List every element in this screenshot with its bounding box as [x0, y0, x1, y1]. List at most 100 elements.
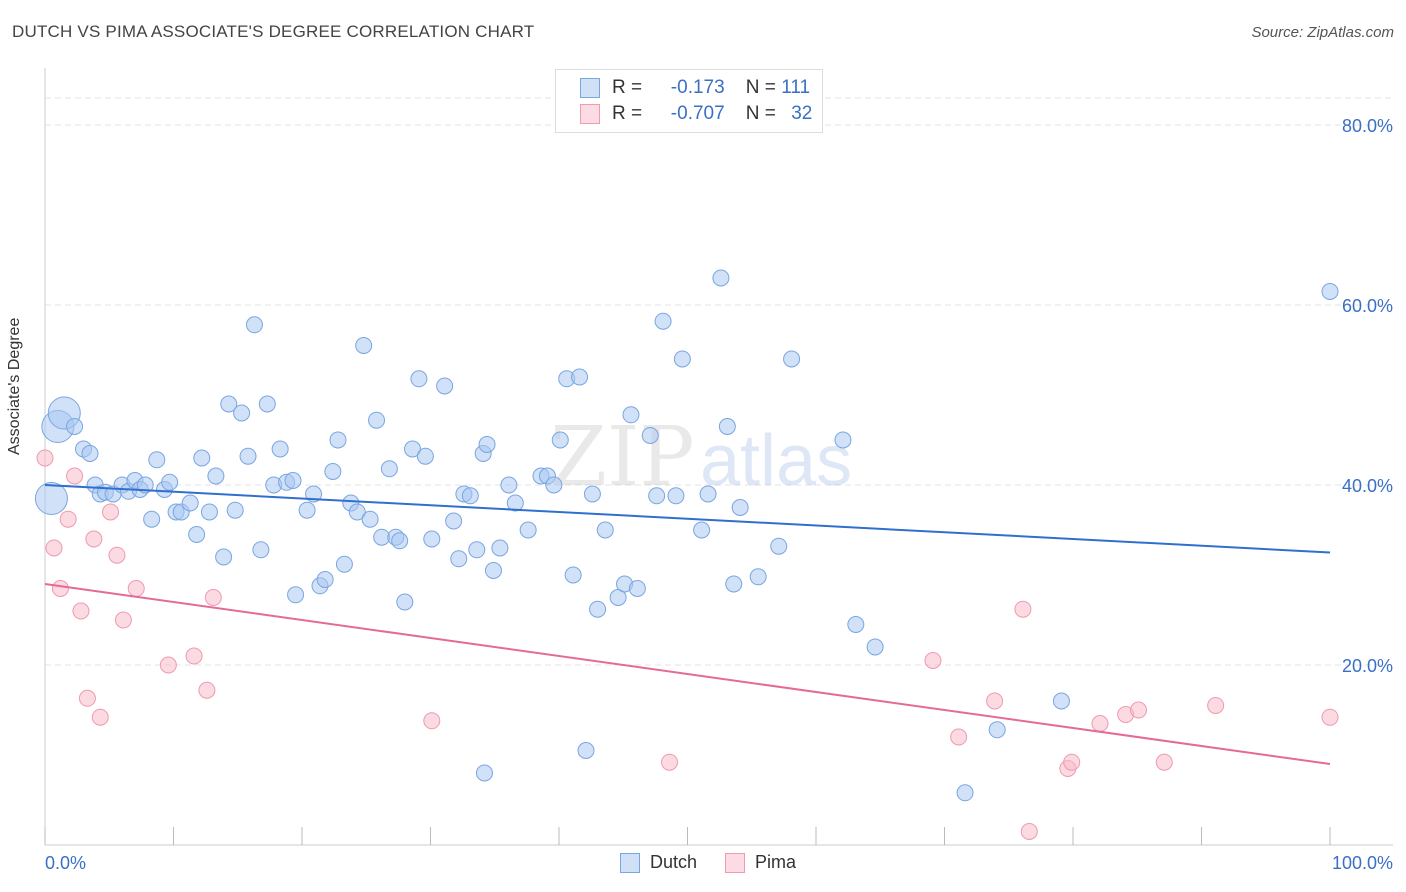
legend-r-label: R =	[612, 77, 643, 98]
dutch-point	[1052, 692, 1070, 710]
legend-row-dutch: R = -0.173 N = 111	[580, 76, 810, 100]
dutch-point	[1321, 283, 1339, 300]
bottom-legend: Dutch Pima	[620, 852, 824, 873]
y-axis-label: Associate's Degree	[6, 317, 23, 455]
dutch-point	[847, 616, 865, 633]
bottom-legend-swatch-pima	[725, 852, 746, 873]
dutch-point	[834, 431, 852, 449]
dutch-point	[81, 445, 99, 462]
pima-point	[66, 467, 84, 485]
pima-point	[102, 503, 120, 521]
dutch-point	[136, 476, 154, 494]
legend-n-label: N =	[745, 77, 776, 98]
pima-trend-line	[44, 583, 1331, 765]
dutch-point	[491, 539, 509, 557]
bottom-legend-dutch: Dutch	[620, 852, 697, 873]
pima-point	[1155, 753, 1173, 771]
dutch-point	[551, 431, 569, 449]
dutch-point	[324, 463, 342, 480]
dutch-point	[193, 449, 211, 467]
dutch-point	[693, 521, 711, 539]
legend-n-label: N =	[745, 103, 776, 124]
pima-points	[36, 449, 1339, 840]
dutch-point	[622, 406, 640, 424]
dutch-point	[188, 526, 206, 543]
dutch-point	[181, 494, 199, 512]
dutch-point	[215, 548, 233, 566]
pima-point	[59, 510, 77, 528]
source-label: Source: ZipAtlas.com	[1251, 24, 1394, 41]
pima-point	[661, 753, 679, 771]
legend-r-value: -0.173	[670, 77, 725, 98]
dutch-point	[564, 566, 582, 584]
dutch-point	[416, 447, 434, 465]
dutch-point	[298, 501, 316, 519]
legend-n-value: 111	[781, 77, 811, 98]
dutch-point	[749, 568, 767, 586]
x-tick-label: 0.0%	[45, 853, 86, 873]
dutch-point	[355, 337, 373, 354]
pima-point	[423, 712, 441, 730]
dutch-point	[506, 494, 524, 512]
dutch-point	[143, 510, 161, 528]
dutch-point	[404, 440, 422, 458]
dutch-point	[361, 510, 379, 528]
chart-title: DUTCH VS PIMA ASSOCIATE'S DEGREE CORRELA…	[12, 22, 535, 41]
y-tick-label: 80.0%	[1342, 116, 1393, 136]
dutch-point	[589, 600, 607, 618]
pima-point	[1207, 697, 1225, 714]
dutch-point	[500, 476, 518, 494]
pima-point	[91, 708, 109, 726]
dutch-point	[596, 521, 614, 539]
y-tick-label: 20.0%	[1342, 656, 1393, 676]
dutch-point	[335, 555, 353, 573]
legend-r-label: R =	[612, 103, 643, 124]
dutch-point	[478, 436, 496, 453]
pima-point	[127, 580, 145, 597]
dutch-point	[988, 721, 1006, 739]
pima-point	[51, 580, 69, 597]
pima-point	[72, 602, 90, 620]
dutch-point	[468, 541, 486, 559]
pima-point	[1321, 708, 1339, 726]
dutch-point	[519, 521, 537, 539]
pima-point	[1130, 701, 1148, 719]
dutch-point	[628, 580, 646, 597]
dutch-point	[287, 586, 305, 604]
pima-point	[45, 539, 63, 557]
pima-point	[204, 589, 222, 606]
pima-point	[108, 546, 126, 564]
dutch-point	[641, 427, 659, 444]
pima-point	[1091, 715, 1109, 732]
watermark-zip: ZIP	[550, 410, 695, 505]
dutch-point	[484, 562, 502, 579]
dutch-point	[329, 431, 347, 449]
dutch-point	[461, 487, 479, 505]
dutch-point	[731, 499, 749, 516]
dutch-point	[348, 503, 366, 521]
bottom-legend-label-dutch: Dutch	[650, 852, 698, 872]
dutch-point	[233, 404, 251, 422]
trend-lines	[44, 484, 1331, 765]
dutch-point	[161, 473, 179, 491]
dutch-point	[436, 377, 454, 395]
dutch-point	[866, 638, 884, 656]
dutch-point	[271, 440, 289, 458]
pima-point	[1014, 600, 1032, 618]
dutch-point	[577, 742, 595, 759]
pima-point	[1063, 753, 1081, 771]
dutch-point	[648, 487, 666, 505]
legend-row-pima: R = -0.707 N = 32	[580, 102, 812, 126]
dutch-point	[654, 312, 672, 330]
dutch-point	[396, 593, 414, 611]
dutch-point	[667, 487, 685, 505]
tick-labels: 20.0% 40.0% 60.0% 80.0% 0.0% 100.0%	[45, 116, 1393, 873]
legend-swatch-dutch	[580, 78, 600, 98]
x-tick-label: 100.0%	[1332, 853, 1393, 873]
dutch-point	[220, 395, 238, 413]
dutch-point	[200, 503, 218, 521]
dutch-point	[583, 485, 601, 503]
dutch-point	[445, 512, 463, 530]
dutch-point	[718, 418, 736, 435]
